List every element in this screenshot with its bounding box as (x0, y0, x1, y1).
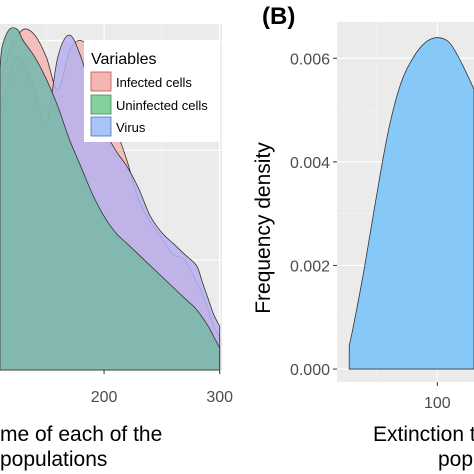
legend-label-uninfected: Uninfected cells (116, 98, 208, 113)
plot-a-x-ticks: 200 300 (91, 370, 233, 406)
area-uninfected-cells (0, 27, 221, 371)
y-tick-label: 0.006 (290, 51, 330, 68)
x-tick-label: 300 (206, 389, 233, 406)
plot-b-y-axis-title: Frequency density (252, 142, 275, 314)
y-tick-label: 0.004 (290, 155, 330, 172)
legend-key-infected (90, 71, 112, 92)
y-tick-label: 0.002 (290, 258, 330, 275)
panel-a: 200 300 me of each of the populations Var… (0, 24, 233, 471)
legend-label-infected: Infected cells (116, 75, 192, 90)
legend-label-virus: Virus (116, 120, 146, 135)
panel-b: (B) 0.000 0.002 0.004 0.006 100 Frequency d… (252, 3, 474, 471)
plot-a-x-axis-title: me of each of the (0, 423, 162, 446)
legend-item-uninfected: Uninfected cells (90, 94, 208, 115)
plot-b-x-axis-title: Extinction t (373, 423, 474, 446)
y-tick-label: 0.000 (290, 362, 330, 379)
legend-key-uninfected (90, 94, 112, 115)
plot-b-x-ticks: 100 (424, 382, 451, 412)
plot-b-x-axis-title-line2: pop (438, 448, 473, 471)
legend-item-virus: Virus (90, 116, 146, 137)
area-extinction-density (348, 37, 474, 370)
x-tick-label: 100 (424, 395, 451, 412)
plot-b-series (348, 37, 474, 370)
plot-a-x-axis-title-line2: populations (0, 448, 107, 471)
legend-item-infected: Infected cells (90, 71, 192, 92)
x-tick-label: 200 (91, 389, 118, 406)
legend: Variables Infected cells Uninfected cell… (84, 40, 220, 142)
plot-a-series (0, 27, 221, 371)
legend-key-virus (90, 116, 112, 137)
plot-b-y-ticks: 0.000 0.002 0.004 0.006 (290, 51, 337, 379)
panel-b-label: (B) (262, 3, 295, 30)
legend-title: Variables (91, 51, 157, 68)
